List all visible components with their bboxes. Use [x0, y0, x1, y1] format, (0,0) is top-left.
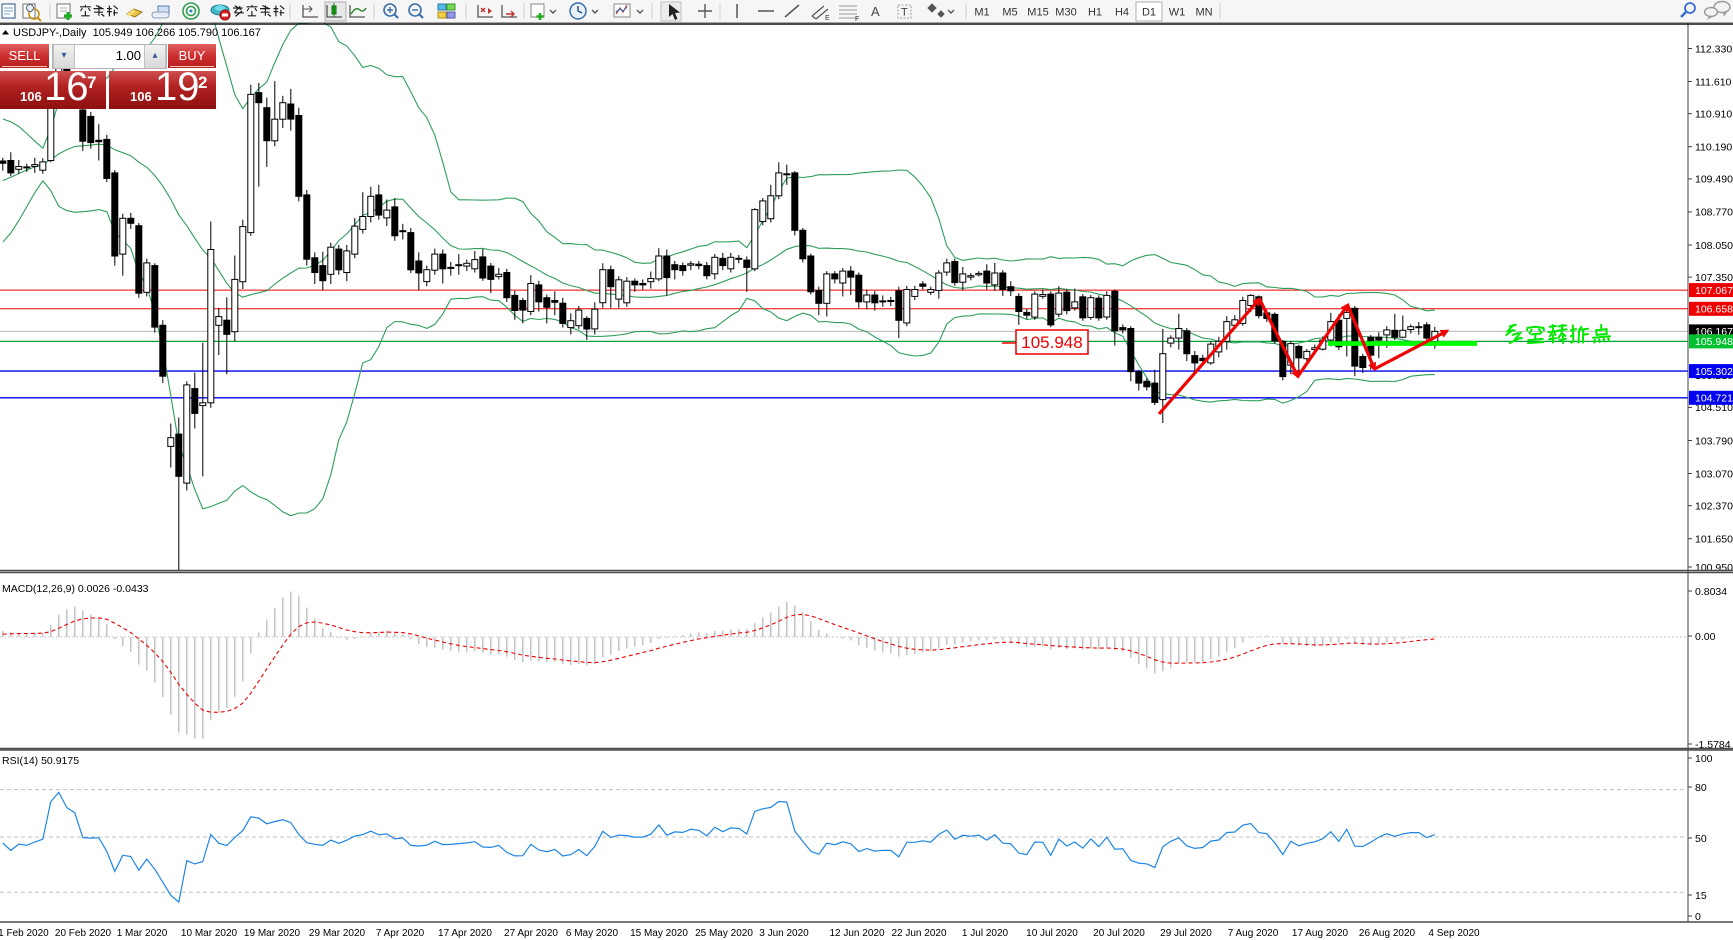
svg-text:0: 0: [1695, 911, 1701, 923]
svg-text:RSI(14) 50.9175: RSI(14) 50.9175: [2, 755, 79, 767]
svg-text:D1: D1: [1142, 7, 1156, 19]
svg-text:USDJPY-,Daily 105.949 106.266: USDJPY-,Daily 105.949 106.266 105.790 10…: [13, 27, 261, 39]
svg-text:15: 15: [1695, 890, 1707, 902]
svg-text:103.790: 103.790: [1695, 435, 1733, 447]
svg-text:106.658: 106.658: [1695, 304, 1733, 316]
svg-text:105.948: 105.948: [1021, 333, 1082, 352]
svg-text:50: 50: [1695, 833, 1707, 845]
svg-text:104.510: 104.510: [1695, 402, 1733, 414]
svg-text:22 Jun 2020: 22 Jun 2020: [891, 928, 946, 939]
svg-text:W1: W1: [1169, 7, 1186, 19]
svg-text:6 May 2020: 6 May 2020: [566, 928, 619, 939]
svg-text:105.302: 105.302: [1695, 366, 1733, 378]
svg-text:103.070: 103.070: [1695, 468, 1733, 480]
svg-text:107.350: 107.350: [1695, 272, 1733, 284]
svg-text:25 May 2020: 25 May 2020: [695, 928, 753, 939]
svg-text:20 Feb 2020: 20 Feb 2020: [55, 928, 112, 939]
svg-text:M5: M5: [1002, 7, 1017, 19]
svg-text:29 Mar 2020: 29 Mar 2020: [309, 928, 366, 939]
svg-text:7 Aug 2020: 7 Aug 2020: [1228, 928, 1279, 939]
svg-text:3 Jun 2020: 3 Jun 2020: [759, 928, 809, 939]
svg-text:108.770: 108.770: [1695, 207, 1733, 219]
svg-text:T: T: [901, 7, 908, 19]
svg-text:108.050: 108.050: [1695, 240, 1733, 252]
svg-text:104.721: 104.721: [1695, 393, 1733, 405]
svg-text:M30: M30: [1055, 7, 1076, 19]
svg-text:80: 80: [1695, 782, 1707, 794]
svg-text:12 Jun 2020: 12 Jun 2020: [829, 928, 884, 939]
svg-text:100: 100: [1695, 753, 1713, 765]
svg-text:F: F: [855, 16, 859, 23]
svg-text:17 Apr 2020: 17 Apr 2020: [438, 928, 492, 939]
svg-text:107.067: 107.067: [1695, 285, 1733, 297]
svg-text:1 Jul 2020: 1 Jul 2020: [962, 928, 1009, 939]
svg-text:101.650: 101.650: [1695, 534, 1733, 546]
svg-text:MACD(12,26,9) 0.0026 -0.0433: MACD(12,26,9) 0.0026 -0.0433: [2, 583, 149, 595]
svg-text:4 Sep 2020: 4 Sep 2020: [1428, 928, 1480, 939]
svg-text:0.00: 0.00: [1695, 631, 1716, 643]
svg-text:110.190: 110.190: [1695, 142, 1732, 154]
svg-text:27 Apr 2020: 27 Apr 2020: [504, 928, 558, 939]
svg-text:1 Mar 2020: 1 Mar 2020: [117, 928, 168, 939]
svg-text:111.610: 111.610: [1695, 76, 1732, 88]
svg-text:102.370: 102.370: [1695, 501, 1733, 513]
svg-text:26 Aug 2020: 26 Aug 2020: [1359, 928, 1416, 939]
svg-text:110.910: 110.910: [1695, 109, 1732, 121]
svg-text:10 Jul 2020: 10 Jul 2020: [1026, 928, 1078, 939]
svg-text:H4: H4: [1115, 7, 1129, 19]
svg-text:MN: MN: [1195, 7, 1212, 19]
svg-text:105.948: 105.948: [1695, 336, 1733, 348]
svg-text:H1: H1: [1088, 7, 1102, 19]
svg-text:15 May 2020: 15 May 2020: [630, 928, 688, 939]
svg-text:7 Apr 2020: 7 Apr 2020: [376, 928, 425, 939]
svg-text:E: E: [825, 15, 830, 22]
svg-text:11 Feb 2020: 11 Feb 2020: [0, 928, 49, 939]
svg-text:109.490: 109.490: [1695, 174, 1733, 186]
svg-text:0.8034: 0.8034: [1695, 586, 1727, 598]
svg-text:M1: M1: [974, 7, 989, 19]
svg-text:A: A: [871, 4, 880, 19]
svg-text:10 Mar 2020: 10 Mar 2020: [181, 928, 238, 939]
svg-text:29 Jul 2020: 29 Jul 2020: [1160, 928, 1212, 939]
svg-text:20 Jul 2020: 20 Jul 2020: [1093, 928, 1145, 939]
svg-text:19 Mar 2020: 19 Mar 2020: [244, 928, 301, 939]
svg-text:M15: M15: [1027, 7, 1048, 19]
svg-text:17 Aug 2020: 17 Aug 2020: [1292, 928, 1349, 939]
svg-text:112.330: 112.330: [1695, 43, 1732, 55]
